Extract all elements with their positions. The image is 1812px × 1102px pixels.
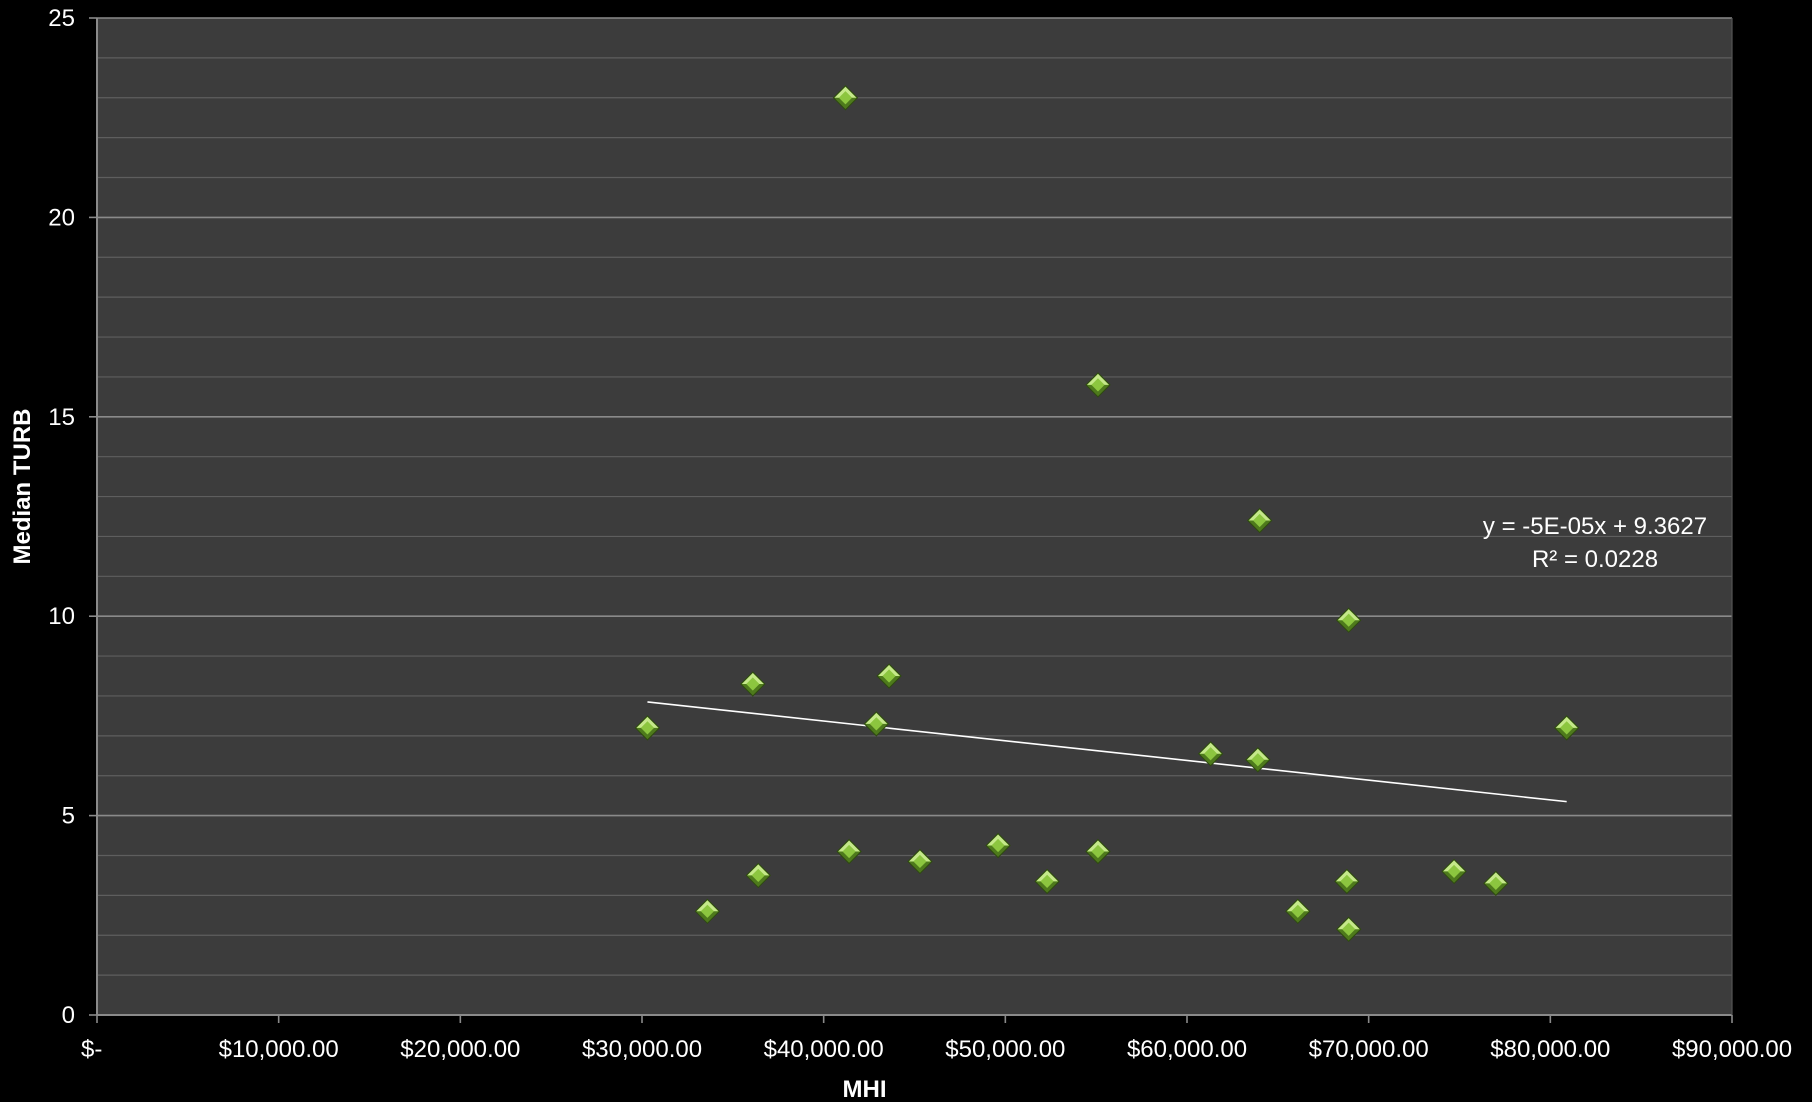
data-point (1441, 858, 1467, 885)
plot-area (97, 18, 1732, 1015)
data-points (634, 85, 1580, 942)
y-tick-label: 5 (62, 803, 75, 830)
x-tick-labels: $- $10,000.00 $20,000.00 $30,000.00 $40,000.… (81, 1036, 1792, 1063)
data-point (1197, 741, 1224, 767)
minor-gridlines (97, 57, 1732, 976)
data-point (1483, 870, 1509, 897)
x-tick-label: $60,000.00 (1127, 1036, 1247, 1063)
data-point (1335, 916, 1362, 942)
data-point (1085, 838, 1111, 865)
x-tick-label: $80,000.00 (1490, 1036, 1610, 1063)
data-point (876, 663, 902, 689)
x-tick-label: $- (81, 1036, 102, 1063)
data-point (745, 862, 771, 889)
data-point (1246, 507, 1273, 534)
data-point (1245, 747, 1271, 773)
x-tick-label: $20,000.00 (400, 1036, 520, 1063)
x-tick-label: $40,000.00 (764, 1036, 884, 1063)
data-point (1285, 898, 1311, 925)
data-point (836, 838, 862, 865)
trendline-equation: y = -5E-05x + 9.3627 (1483, 513, 1707, 540)
x-axis-title: MHI (843, 1076, 887, 1102)
data-point (1553, 715, 1580, 741)
x-tick-label: $10,000.00 (219, 1036, 339, 1063)
y-axis-title: Median TURB (9, 409, 36, 565)
data-point (832, 85, 859, 111)
data-point (740, 671, 766, 697)
y-tick-label: 10 (48, 603, 75, 630)
y-tick-labels: 0 5 10 15 20 25 (48, 5, 75, 1029)
data-point (1034, 868, 1060, 895)
y-tick-label: 15 (48, 404, 75, 431)
data-point (634, 715, 661, 741)
x-tick-label: $50,000.00 (945, 1036, 1065, 1063)
x-tick-label: $90,000.00 (1672, 1036, 1792, 1063)
data-point (863, 711, 890, 737)
y-tick-label: 25 (48, 5, 75, 32)
trendline (647, 701, 1567, 803)
y-tick-label: 20 (48, 204, 75, 231)
data-point (985, 832, 1011, 859)
data-point (907, 848, 933, 875)
axes (96, 18, 1733, 1023)
y-tick-label: 0 (62, 1002, 75, 1029)
x-tick-label: $70,000.00 (1309, 1036, 1429, 1063)
x-tick-label: $30,000.00 (582, 1036, 702, 1063)
data-point (1085, 372, 1111, 398)
data-point (694, 898, 721, 925)
trendline-r-squared: R² = 0.0228 (1532, 546, 1658, 573)
data-point (1334, 868, 1360, 895)
data-point (1335, 607, 1362, 633)
major-gridlines (89, 17, 1732, 1016)
